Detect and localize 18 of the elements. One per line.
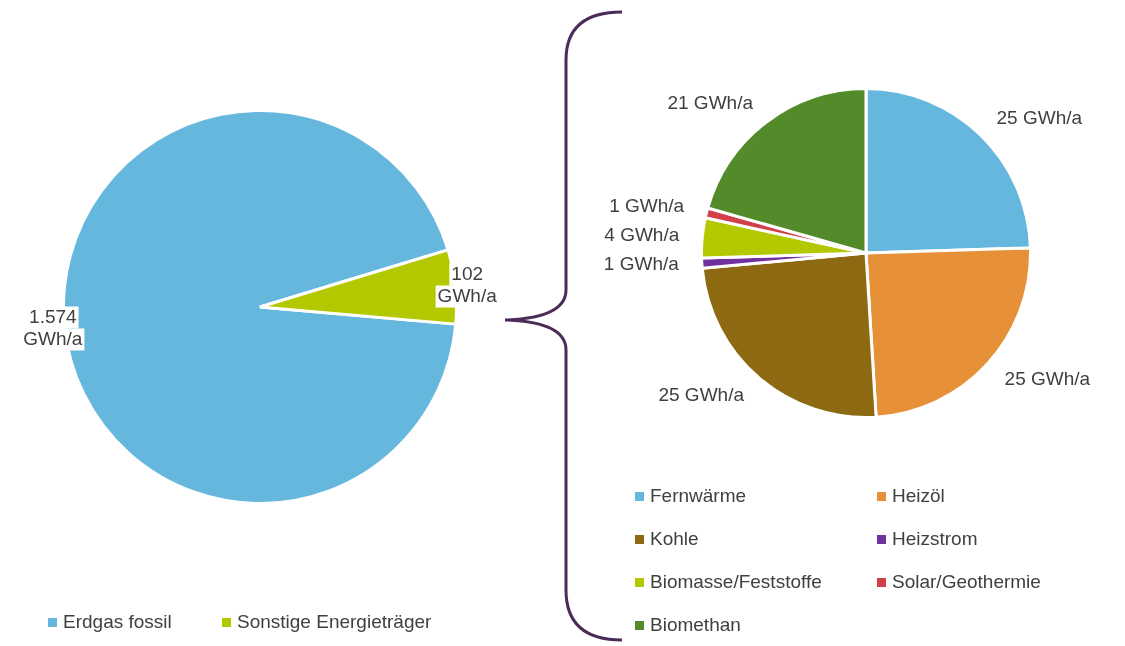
legend-label: Sonstige Energieträger (237, 611, 432, 633)
legend-label: Biomasse/Feststoffe (650, 571, 822, 593)
data-label: 1 GWh/a (603, 252, 680, 274)
legend-label: Kohle (650, 528, 699, 550)
legend-label: Fernwärme (650, 485, 747, 507)
data-label: 25 GWh/a (658, 383, 745, 405)
legend-label: Solar/Geothermie (892, 571, 1041, 593)
legend-label: Biomethan (650, 614, 741, 636)
data-label: 4 GWh/a (604, 223, 680, 245)
data-label: 25 GWh/a (996, 106, 1083, 128)
legend-label: Heizstrom (892, 528, 978, 550)
data-label: 1.574 GWh/a (23, 305, 83, 349)
data-label: 21 GWh/a (667, 91, 754, 113)
data-label: 102 GWh/a (437, 262, 498, 306)
legend-label: Heizöl (892, 485, 945, 507)
data-label: 25 GWh/a (1004, 367, 1091, 389)
data-label: 1 GWh/a (609, 195, 685, 217)
legend-label: Erdgas fossil (63, 611, 172, 633)
